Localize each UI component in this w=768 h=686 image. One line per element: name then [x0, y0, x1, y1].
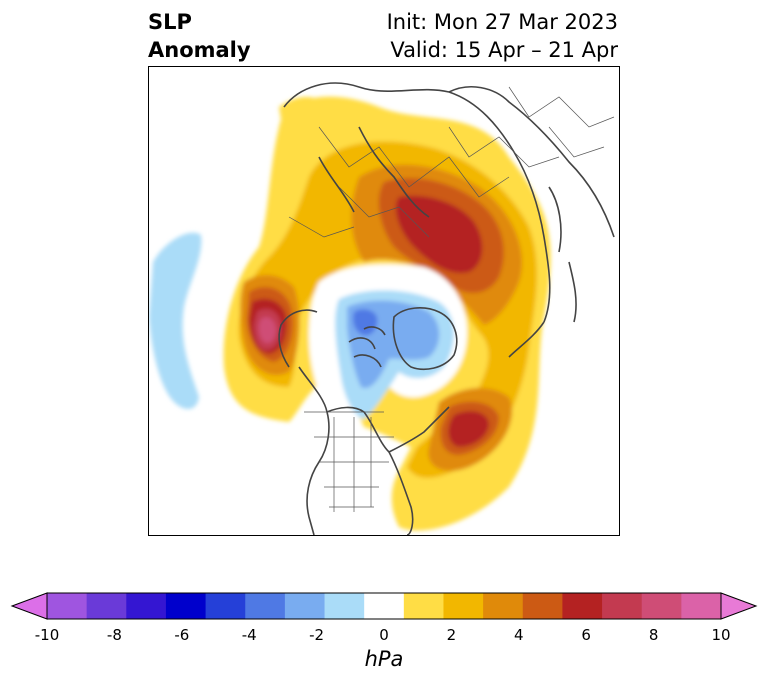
coastline-alaska	[278, 309, 318, 368]
coastline-europe	[318, 126, 430, 218]
colorbar-ticks: -10 -8 -6 -4 -2 0 2 4 6 8 10	[0, 626, 768, 646]
contour-neg-pacific	[149, 232, 202, 409]
coastline-arctic-islands	[348, 326, 386, 368]
colorbar-cell	[324, 593, 365, 619]
colorbar-label: hPa	[364, 647, 404, 671]
colorbar-tick-label: -10	[34, 626, 60, 644]
colorbar-outline	[46, 592, 722, 620]
contour-neg-3	[353, 309, 378, 336]
colorbar-tick-label: 6	[581, 626, 591, 644]
colorbar-cell	[47, 593, 88, 619]
colorbar-cell	[681, 593, 722, 619]
colorbar-extend-max	[720, 592, 758, 620]
borders-asia-east	[508, 86, 615, 158]
coastlines	[278, 82, 615, 535]
colorbar	[10, 592, 758, 620]
coastline-greenland	[392, 307, 458, 371]
anomaly-fill	[149, 96, 551, 531]
colorbar-cell	[165, 593, 207, 619]
map-dates: Init: Mon 27 Mar 2023 Valid: 15 Apr – 21…	[387, 8, 618, 64]
anomaly-map	[148, 66, 620, 536]
colorbar-cell	[245, 593, 286, 619]
coastline-japan-kamchatka	[508, 186, 577, 358]
colorbar-extend-min	[10, 592, 48, 620]
colorbar-cell	[364, 593, 405, 619]
colorbar-cell	[403, 593, 444, 619]
colorbar-tick-label: 4	[514, 626, 524, 644]
borders-north-america	[304, 411, 394, 512]
colorbar-cell	[602, 593, 643, 619]
contour-pos-5b	[448, 411, 489, 447]
coastline-eurasia	[283, 82, 615, 323]
map-title: SLP Anomaly	[148, 8, 251, 64]
colorbar-cell	[205, 593, 246, 619]
init-date: Init: Mon 27 Mar 2023	[386, 10, 618, 34]
borders-eurasia	[288, 126, 560, 238]
colorbar-tick-label: -6	[174, 626, 190, 644]
title-variable-line1: SLP	[148, 10, 192, 34]
colorbar-cell	[522, 593, 563, 619]
colorbar-tick-label: 2	[446, 626, 457, 644]
colorbar-cell	[86, 593, 127, 619]
contour-pos-1b	[279, 96, 329, 139]
valid-range: Valid: 15 Apr – 21 Apr	[390, 38, 618, 62]
colorbar-tick-label: -8	[106, 626, 122, 644]
contour-pos-6b	[258, 317, 276, 344]
colorbar-cell	[443, 593, 484, 619]
contour-pos-5	[395, 195, 483, 273]
colorbar-cells	[47, 593, 722, 619]
colorbar-cell	[126, 593, 167, 619]
colorbar-cell	[641, 593, 682, 619]
colorbar-tick-label: 10	[711, 626, 731, 644]
colorbar-cell	[483, 593, 524, 619]
title-variable-line2: Anomaly	[148, 38, 251, 62]
colorbar-tick-label: 8	[648, 626, 659, 644]
political-borders	[288, 86, 615, 512]
colorbar-cell	[562, 593, 603, 619]
colorbar-tick-label: -2	[309, 626, 325, 644]
colorbar-tick-label: 0	[379, 626, 389, 644]
colorbar-tick-label: -4	[241, 626, 257, 644]
map-canvas	[149, 82, 615, 535]
colorbar-cell	[284, 593, 326, 619]
coastline-north-america	[298, 366, 450, 535]
